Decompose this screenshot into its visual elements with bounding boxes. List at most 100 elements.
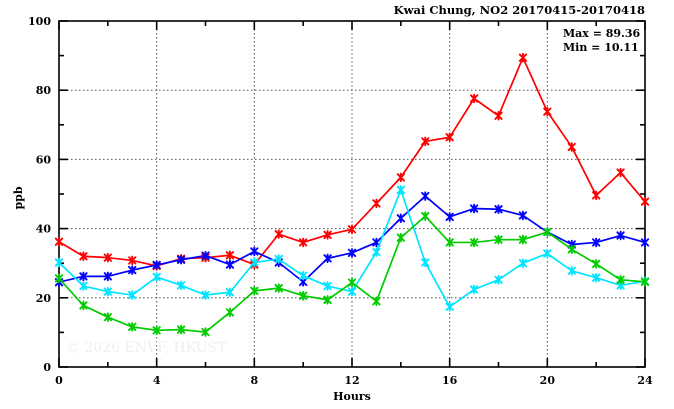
data-point-marker xyxy=(128,322,137,332)
data-point-marker xyxy=(494,234,503,245)
data-point-marker xyxy=(152,272,161,282)
data-point-marker xyxy=(225,250,235,260)
data-point-marker xyxy=(176,280,186,291)
data-point-marker xyxy=(640,277,650,287)
data-point-marker xyxy=(616,167,625,178)
data-point-marker xyxy=(445,302,454,312)
data-point-marker xyxy=(543,106,552,117)
series-cyan xyxy=(54,185,650,312)
data-point-marker xyxy=(543,248,552,259)
data-point-marker xyxy=(201,290,210,300)
data-point-marker xyxy=(250,286,259,296)
data-point-marker xyxy=(274,283,283,293)
data-point-marker xyxy=(469,284,479,295)
data-point-marker xyxy=(79,251,88,262)
series-red xyxy=(54,52,650,271)
data-point-marker xyxy=(494,275,503,285)
data-point-marker xyxy=(421,136,430,147)
data-series-layer xyxy=(54,52,650,337)
data-point-marker xyxy=(103,271,112,282)
data-point-marker xyxy=(323,281,332,291)
data-point-marker xyxy=(347,286,357,297)
data-point-marker xyxy=(469,93,479,104)
x-tick-label: 0 xyxy=(55,374,63,387)
data-point-marker xyxy=(176,324,186,335)
y-tick-label: 100 xyxy=(28,15,51,28)
data-point-marker xyxy=(54,257,64,268)
data-point-marker xyxy=(128,265,137,275)
data-point-marker xyxy=(421,211,430,221)
data-point-marker xyxy=(372,296,381,307)
data-point-marker xyxy=(396,232,405,243)
data-point-marker xyxy=(372,198,381,209)
data-point-marker xyxy=(518,52,528,63)
data-point-marker xyxy=(421,191,430,201)
watermark: © 2026 ENVF, HKUST xyxy=(66,340,227,356)
data-point-marker xyxy=(299,237,308,248)
data-point-marker xyxy=(103,286,112,297)
data-point-marker xyxy=(274,229,283,239)
min-annotation: Min = 10.11 xyxy=(563,41,639,54)
data-point-marker xyxy=(640,196,650,207)
data-point-marker xyxy=(323,230,332,240)
data-point-marker xyxy=(250,246,259,257)
data-point-marker xyxy=(445,132,454,143)
data-point-marker xyxy=(225,259,235,270)
series-green xyxy=(54,211,650,337)
data-point-marker xyxy=(494,111,503,121)
data-point-marker xyxy=(201,250,210,261)
x-axis-title: Hours xyxy=(333,390,371,403)
axis-ticks xyxy=(58,20,646,368)
data-point-marker xyxy=(469,203,479,214)
data-point-marker xyxy=(274,254,283,264)
y-tick-label: 80 xyxy=(36,84,52,97)
data-point-marker xyxy=(79,300,88,311)
data-point-marker xyxy=(152,260,161,270)
data-point-marker xyxy=(103,252,112,263)
data-point-marker xyxy=(469,237,479,248)
data-point-marker xyxy=(128,255,137,266)
x-tick-labels: 0 4 8 12 16 20 24 xyxy=(55,374,653,387)
data-point-marker xyxy=(250,257,259,268)
data-point-marker xyxy=(396,213,405,223)
x-tick-label: 24 xyxy=(637,374,653,387)
data-point-marker xyxy=(616,230,625,241)
data-point-marker xyxy=(79,271,88,282)
data-point-marker xyxy=(128,290,137,300)
data-point-marker xyxy=(347,224,357,235)
data-point-marker xyxy=(518,234,528,245)
data-point-marker xyxy=(225,307,235,318)
data-point-marker xyxy=(323,253,332,264)
x-tick-label: 16 xyxy=(442,374,458,387)
data-point-marker xyxy=(567,244,576,255)
max-annotation: Max = 89.36 xyxy=(563,27,641,40)
data-point-marker xyxy=(518,210,528,221)
data-point-marker xyxy=(347,277,357,288)
data-point-marker xyxy=(396,172,405,183)
data-point-marker xyxy=(543,227,552,237)
data-point-marker xyxy=(299,290,308,301)
data-point-marker xyxy=(567,142,576,152)
data-point-marker xyxy=(79,281,88,291)
data-point-marker xyxy=(518,258,528,268)
y-tick-label: 20 xyxy=(36,292,52,305)
x-tick-label: 12 xyxy=(344,374,359,387)
y-tick-label: 40 xyxy=(36,223,52,236)
y-tick-label: 60 xyxy=(36,153,52,166)
data-point-marker xyxy=(152,325,161,336)
data-point-marker xyxy=(445,212,454,222)
data-point-marker xyxy=(176,254,186,265)
data-point-marker xyxy=(54,236,64,247)
data-point-marker xyxy=(372,247,381,257)
data-point-marker xyxy=(445,237,454,248)
data-point-marker xyxy=(54,273,64,284)
data-point-marker xyxy=(616,275,625,285)
data-point-marker xyxy=(567,266,576,276)
data-point-marker xyxy=(592,190,601,201)
data-point-marker xyxy=(347,248,357,258)
data-point-marker xyxy=(592,272,601,283)
data-point-marker xyxy=(494,204,503,214)
data-point-marker xyxy=(323,295,332,305)
x-tick-label: 20 xyxy=(540,374,556,387)
